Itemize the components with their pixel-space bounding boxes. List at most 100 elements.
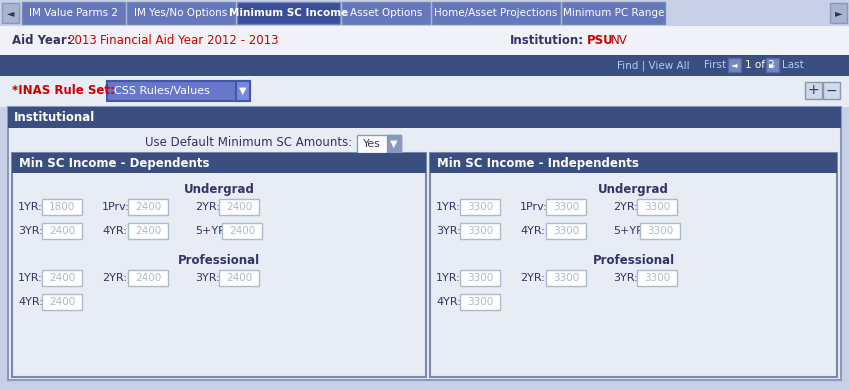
Text: ►: ►: [835, 8, 842, 18]
Bar: [805, 82, 822, 99]
Text: Min SC Income - Dependents: Min SC Income - Dependents: [19, 156, 210, 170]
Text: 2400: 2400: [135, 226, 161, 236]
Text: NV: NV: [611, 34, 627, 47]
Bar: [460, 294, 500, 310]
Text: 2400: 2400: [135, 273, 161, 283]
Text: 3300: 3300: [467, 226, 493, 236]
Bar: [222, 223, 262, 239]
Text: 2YR:: 2YR:: [102, 273, 127, 283]
Bar: [640, 223, 680, 239]
Bar: [823, 82, 840, 99]
Text: ◄: ◄: [731, 60, 738, 69]
Bar: [236, 81, 250, 101]
Text: Home/Asset Projections: Home/Asset Projections: [435, 8, 558, 18]
Text: 1YR:: 1YR:: [436, 273, 461, 283]
Bar: [0, 76, 849, 107]
Bar: [342, 2, 430, 24]
Text: 2YR:: 2YR:: [520, 273, 545, 283]
Text: 1YR:: 1YR:: [436, 202, 461, 212]
Text: 3300: 3300: [467, 273, 493, 283]
Bar: [766, 58, 779, 72]
Bar: [432, 2, 560, 24]
Text: 1 of 2: 1 of 2: [745, 60, 775, 71]
Bar: [460, 223, 500, 239]
Bar: [546, 270, 586, 286]
Bar: [128, 199, 168, 215]
Text: Undergrad: Undergrad: [183, 183, 255, 195]
Text: +: +: [807, 83, 819, 98]
Bar: [728, 58, 741, 72]
Bar: [0, 55, 849, 76]
Bar: [127, 2, 235, 24]
Text: 4YR:: 4YR:: [18, 297, 43, 307]
Bar: [2, 3, 19, 23]
Text: Minimum SC Income: Minimum SC Income: [229, 8, 348, 18]
Text: 5+YR:: 5+YR:: [613, 226, 647, 236]
Text: Find | View All: Find | View All: [617, 60, 689, 71]
Bar: [219, 270, 259, 286]
Text: CSS Rules/Values: CSS Rules/Values: [114, 86, 210, 96]
Text: First: First: [704, 60, 726, 71]
Text: Min SC Income - Independents: Min SC Income - Independents: [437, 156, 639, 170]
Bar: [637, 270, 677, 286]
Bar: [107, 81, 250, 101]
Bar: [8, 107, 841, 380]
Text: 2YR:: 2YR:: [195, 202, 220, 212]
Text: 3YR:: 3YR:: [436, 226, 461, 236]
Bar: [42, 223, 82, 239]
Text: 3YR:: 3YR:: [195, 273, 220, 283]
Text: 2YR:: 2YR:: [613, 202, 638, 212]
Text: Undergrad: Undergrad: [598, 183, 669, 195]
Text: 3300: 3300: [647, 226, 673, 236]
Text: 3YR:: 3YR:: [613, 273, 638, 283]
Bar: [237, 2, 340, 24]
Bar: [0, 0, 849, 26]
Bar: [12, 153, 426, 173]
Text: ▼: ▼: [239, 86, 247, 96]
Text: ◄: ◄: [7, 8, 14, 18]
Bar: [637, 199, 677, 215]
Text: Minimum PC Range: Minimum PC Range: [563, 8, 664, 18]
Text: 3300: 3300: [553, 273, 579, 283]
Text: PSU: PSU: [587, 34, 614, 47]
Bar: [546, 199, 586, 215]
Bar: [128, 270, 168, 286]
Text: 1Prv:: 1Prv:: [102, 202, 130, 212]
Text: Use Default Minimum SC Amounts:: Use Default Minimum SC Amounts:: [144, 136, 352, 149]
Bar: [42, 270, 82, 286]
Text: 4YR:: 4YR:: [520, 226, 545, 236]
Text: 3300: 3300: [467, 297, 493, 307]
Text: 3YR:: 3YR:: [18, 226, 42, 236]
Bar: [8, 107, 841, 128]
Text: Institution:: Institution:: [510, 34, 584, 47]
Text: 1YR:: 1YR:: [18, 202, 42, 212]
Bar: [460, 199, 500, 215]
Bar: [830, 3, 847, 23]
Text: Aid Year:: Aid Year:: [12, 34, 71, 47]
Text: ▼: ▼: [391, 139, 397, 149]
Text: IM Value Parms 2: IM Value Parms 2: [29, 8, 118, 18]
Bar: [387, 135, 401, 153]
Text: 3300: 3300: [644, 202, 670, 212]
Bar: [430, 153, 837, 173]
Text: 1800: 1800: [49, 202, 75, 212]
Text: 2400: 2400: [49, 297, 75, 307]
Text: Financial Aid Year 2012 - 2013: Financial Aid Year 2012 - 2013: [100, 34, 278, 47]
Text: 4YR:: 4YR:: [436, 297, 461, 307]
Text: −: −: [826, 83, 837, 98]
Text: 4YR:: 4YR:: [102, 226, 127, 236]
Text: ►: ►: [769, 60, 776, 69]
Text: IM Yes/No Options: IM Yes/No Options: [134, 8, 228, 18]
Bar: [42, 199, 82, 215]
Text: 1Prv:: 1Prv:: [520, 202, 548, 212]
Text: 2400: 2400: [135, 202, 161, 212]
Bar: [0, 26, 849, 55]
Text: *INAS Rule Set:: *INAS Rule Set:: [12, 85, 115, 98]
Bar: [12, 153, 426, 377]
Bar: [562, 2, 665, 24]
Text: 1YR:: 1YR:: [18, 273, 42, 283]
Text: 3300: 3300: [553, 202, 579, 212]
Bar: [430, 153, 837, 377]
Text: 2400: 2400: [49, 226, 75, 236]
Bar: [42, 294, 82, 310]
